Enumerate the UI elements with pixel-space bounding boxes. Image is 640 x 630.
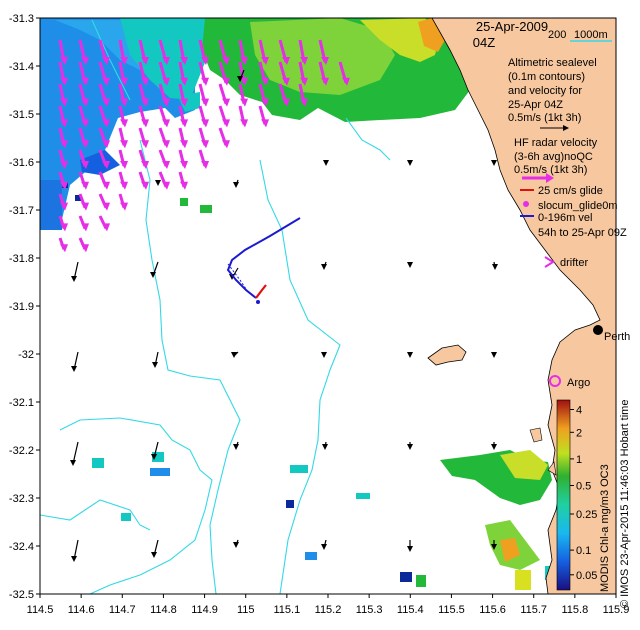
- x-tick-label: 115: [237, 604, 255, 616]
- x-tick-label: 114.6: [68, 604, 95, 616]
- y-tick-label: -31.8: [9, 253, 34, 265]
- ocean-map: 114.5 114.6 114.7 114.8 114.9 115 115.1 115.2 11…: [0, 0, 640, 630]
- svg-text:and velocity for: and velocity for: [508, 85, 582, 97]
- y-tick-label: -32.3: [9, 493, 34, 505]
- x-axis: 114.5 114.6 114.7 114.8 114.9 115 115.1 115.2 11…: [27, 594, 630, 616]
- x-tick-label: 115.4: [397, 604, 424, 616]
- colorbar-tick-label: 1: [576, 454, 582, 466]
- svg-text:slocum_glide0m: slocum_glide0m: [538, 200, 617, 212]
- y-tick-label: -32.5: [9, 589, 34, 601]
- scale-label-1000: 1000m: [574, 29, 608, 41]
- scale-label-200: 200: [548, 29, 566, 41]
- x-tick-label: 115.8: [561, 604, 588, 616]
- svg-text:0.5m/s (1kt 3h): 0.5m/s (1kt 3h): [514, 164, 587, 176]
- svg-text:25-Apr 04Z: 25-Apr 04Z: [508, 99, 563, 111]
- y-tick-label: -32: [18, 349, 34, 361]
- x-tick-label: 114.5: [27, 604, 54, 616]
- x-tick-label: 115.3: [356, 604, 383, 616]
- x-tick-label: 115.1: [273, 604, 300, 616]
- y-tick-label: -31.6: [9, 157, 34, 169]
- credit-text: © IMOS 23-Apr-2015 11:46:03 Hobart time: [619, 400, 631, 608]
- y-tick-label: -31.4: [9, 61, 34, 73]
- colorbar-tick-label: 4: [576, 405, 582, 417]
- colorbar-tick-label: 2: [576, 427, 582, 439]
- y-tick-label: -31.5: [9, 109, 34, 121]
- svg-text:(0.1m contours): (0.1m contours): [508, 71, 585, 83]
- y-tick-label: -31.7: [9, 205, 34, 217]
- colorbar-tick-label: 0.05: [576, 570, 597, 582]
- x-tick-label: 114.8: [150, 604, 177, 616]
- map-time: 04Z: [473, 35, 495, 50]
- y-tick-label: -31.3: [9, 13, 34, 25]
- svg-text:drifter: drifter: [560, 257, 588, 269]
- colorbar-title: MODIS Chl-a mg/m3 OC3: [599, 464, 611, 592]
- map-date: 25-Apr-2009: [476, 19, 548, 34]
- x-tick-label: 115.2: [315, 604, 342, 616]
- x-tick-label: 115.5: [438, 604, 465, 616]
- perth-label: Perth: [604, 331, 630, 343]
- x-tick-label: 115.7: [520, 604, 547, 616]
- x-tick-label: 114.7: [109, 604, 136, 616]
- colorbar-ramp: [557, 400, 570, 590]
- x-tick-label: 114.9: [191, 604, 218, 616]
- perth-marker: [593, 325, 603, 335]
- x-tick-label: 115.6: [479, 604, 506, 616]
- y-axis: -31.3 -31.4 -31.5 -31.6 -31.7 -31.8 -31.9 -32 -3…: [9, 13, 40, 601]
- svg-text:(3-6h avg)noQC: (3-6h avg)noQC: [514, 151, 593, 163]
- svg-text:HF radar velocity: HF radar velocity: [514, 137, 598, 149]
- colorbar-tick-label: 0.1: [576, 545, 591, 557]
- svg-text:25 cm/s glide: 25 cm/s glide: [538, 185, 603, 197]
- argo-label: Argo: [567, 377, 590, 389]
- y-tick-label: -32.4: [9, 541, 34, 553]
- colorbar-tick-label: 0.5: [576, 481, 591, 493]
- svg-text:0.5m/s (1kt 3h): 0.5m/s (1kt 3h): [508, 112, 581, 124]
- svg-text:Altimetric sealevel: Altimetric sealevel: [508, 57, 597, 69]
- y-tick-label: -31.9: [9, 301, 34, 313]
- svg-text:0-196m vel: 0-196m vel: [538, 212, 592, 224]
- y-tick-label: -32.1: [9, 397, 34, 409]
- colorbar-tick-label: 0.25: [576, 509, 597, 521]
- svg-text:54h to 25-Apr 09Z: 54h to 25-Apr 09Z: [538, 227, 627, 239]
- y-tick-label: -32.2: [9, 445, 34, 457]
